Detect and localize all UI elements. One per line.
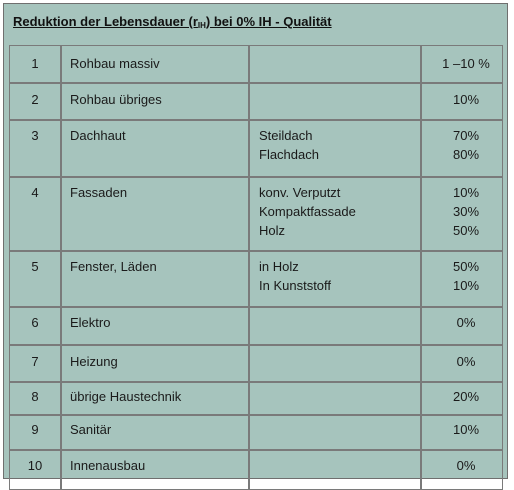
row-number: 6 [9,307,61,345]
title-subscript: IH [197,21,206,30]
component-cell: Heizung [61,345,249,382]
reduction-value: 50% [452,259,480,274]
component-name: Sanitär [70,422,112,437]
detail-cell [249,83,421,120]
reduction-value: 50% [452,223,480,238]
row-number-text: 9 [31,422,39,437]
reduction-cell: 0% [421,307,503,345]
component-name: Fenster, Läden [70,259,157,274]
table-row: 6 Elektro 0% [9,307,503,345]
component-name: Innenausbau [70,458,146,473]
detail-cell: Steildach Flachdach [249,120,421,177]
reduction-cell: 10% [421,83,503,120]
detail-item: Kompaktfassade [259,204,356,219]
component-name: Dachhaut [70,128,126,143]
row-number: 1 [9,45,61,83]
row-number: 7 [9,345,61,382]
table-row: 7 Heizung 0% [9,345,503,382]
detail-cell: in Holz In Kunststoff [249,251,421,307]
reduction-cell: 50% 10% [421,251,503,307]
component-name: Elektro [70,315,111,330]
component-cell: Rohbau massiv [61,45,249,83]
reduction-cell: 20% [421,382,503,415]
table-row: 5 Fenster, Läden in Holz In Kunststoff 50% 10… [9,251,503,307]
component-cell: Innenausbau [61,450,249,490]
reduction-cell: 10% 30% 50% [421,177,503,251]
reduction-value: 10% [452,92,480,107]
detail-cell: konv. Verputzt Kompaktfassade Holz [249,177,421,251]
detail-item: konv. Verputzt [259,185,341,200]
table-row: 8 übrige Haustechnik 20% [9,382,503,415]
reduction-value: 70% [452,128,480,143]
reduction-value: 10% [452,185,480,200]
detail-cell [249,382,421,415]
detail-item: Holz [259,223,286,238]
detail-item: Flachdach [259,147,319,162]
component-name: übrige Haustechnik [70,389,182,404]
reduction-value: 0% [456,354,476,369]
row-number-text: 5 [31,259,39,274]
reduction-cell: 1 –10 % [421,45,503,83]
reduction-value: 10% [452,278,480,293]
row-number: 8 [9,382,61,415]
detail-cell [249,307,421,345]
detail-cell [249,45,421,83]
component-cell: Rohbau übriges [61,83,249,120]
row-number: 9 [9,415,61,450]
detail-cell [249,345,421,382]
detail-cell [249,415,421,450]
row-number: 3 [9,120,61,177]
component-cell: Fenster, Läden [61,251,249,307]
reduction-cell: 70% 80% [421,120,503,177]
reduction-value: 10% [452,422,480,437]
row-number-text: 10 [27,458,43,473]
row-number: 10 [9,450,61,490]
reduction-cell: 0% [421,450,503,490]
table-row: 3 Dachhaut Steildach Flachdach 70% 80% [9,120,503,177]
detail-item: Steildach [259,128,313,143]
reduction-value: 0% [456,458,476,473]
component-name: Fassaden [70,185,128,200]
detail-item: In Kunststoff [259,278,332,293]
component-cell: übrige Haustechnik [61,382,249,415]
component-cell: Dachhaut [61,120,249,177]
table-title: Reduktion der Lebensdauer (rIH) bei 0% I… [13,14,332,30]
reduction-value: 30% [452,204,480,219]
reduction-value: 1 –10 % [442,56,490,71]
row-number-text: 3 [31,128,39,143]
row-number-text: 1 [31,56,39,71]
table-row: 4 Fassaden konv. Verputzt Kompaktfassade Hol… [9,177,503,251]
row-number: 2 [9,83,61,120]
reduction-cell: 0% [421,345,503,382]
component-name: Heizung [70,354,118,369]
component-name: Rohbau massiv [70,56,160,71]
row-number-text: 6 [31,315,39,330]
component-cell: Elektro [61,307,249,345]
reduction-cell: 10% [421,415,503,450]
row-number-text: 2 [31,92,39,107]
table-row: 2 Rohbau übriges 10% [9,83,503,120]
component-cell: Sanitär [61,415,249,450]
detail-item: in Holz [259,259,299,274]
table-row: 10 Innenausbau 0% [9,450,503,490]
row-number-text: 8 [31,389,39,404]
reduction-value: 0% [456,315,476,330]
reduction-value: 20% [452,389,480,404]
component-name: Rohbau übriges [70,92,162,107]
row-number-text: 7 [31,354,39,369]
table-row: 9 Sanitär 10% [9,415,503,450]
table-frame: Reduktion der Lebensdauer (rIH) bei 0% I… [3,3,508,490]
row-number: 5 [9,251,61,307]
reduction-value: 80% [452,147,480,162]
detail-cell [249,450,421,490]
row-number-text: 4 [31,185,39,200]
reduction-table: 1 Rohbau massiv 1 –10 % 2 Rohbau übriges 10% 3… [9,45,503,490]
table-row: 1 Rohbau massiv 1 –10 % [9,45,503,83]
component-cell: Fassaden [61,177,249,251]
row-number: 4 [9,177,61,251]
